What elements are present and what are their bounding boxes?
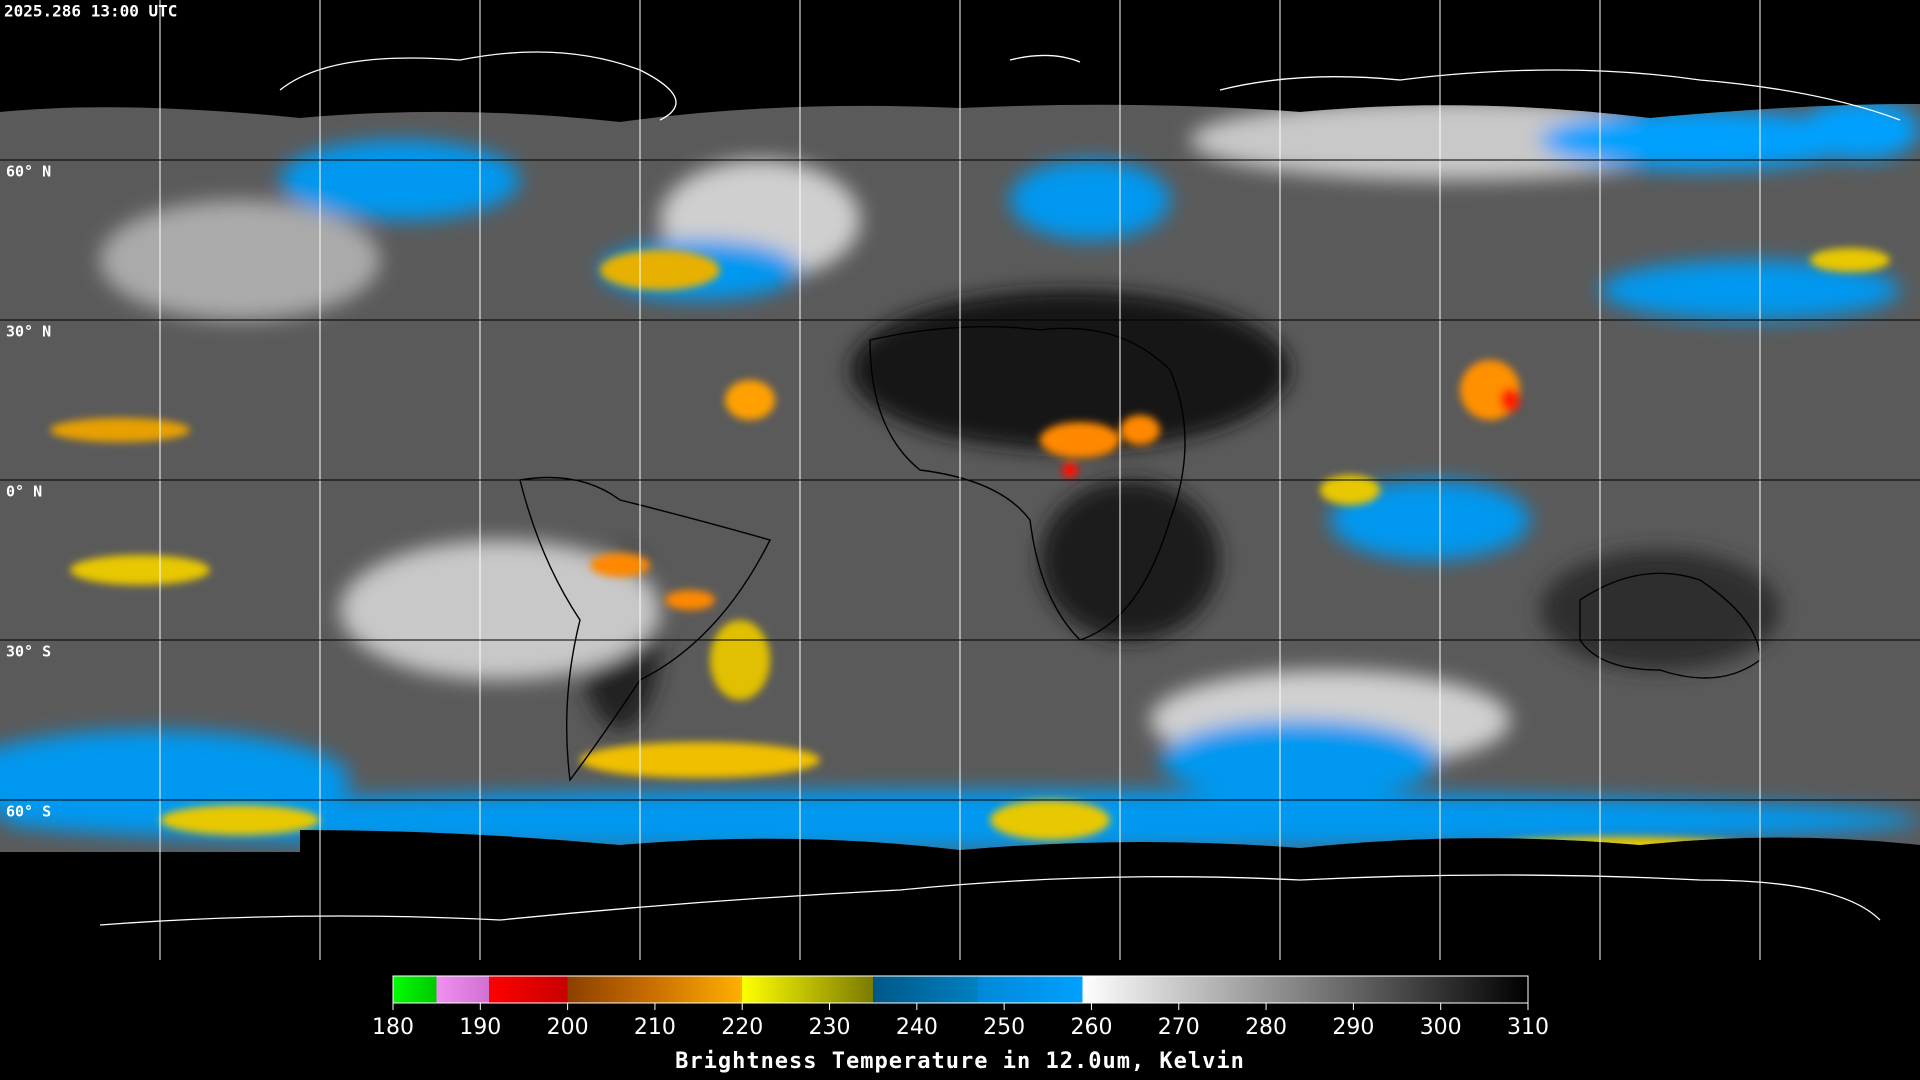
colorbar-tick-label: 210 — [634, 1015, 676, 1040]
colorbar-tick-label: 270 — [1158, 1015, 1200, 1040]
colorbar-title: Brightness Temperature in 12.0um, Kelvin — [675, 1049, 1245, 1074]
latitude-label: 60° N — [6, 163, 51, 181]
colorbar-tick-label: 230 — [809, 1015, 851, 1040]
colorbar-tick-label: 200 — [547, 1015, 589, 1040]
latitude-label: 30° S — [6, 643, 51, 661]
colorbar-tick-label: 290 — [1332, 1015, 1374, 1040]
colorbar-tick-label: 240 — [896, 1015, 938, 1040]
colorbar-tick-label: 180 — [372, 1015, 414, 1040]
graticule: 60° N 30° N 0° N 30° S 60° S — [0, 0, 1920, 960]
colorbar-tick-label: 260 — [1070, 1015, 1112, 1040]
colorbar-tick-label: 190 — [459, 1015, 501, 1040]
colorbar-tick-label: 300 — [1420, 1015, 1462, 1040]
latitude-label: 30° N — [6, 323, 51, 341]
colorbar-tick-label: 250 — [983, 1015, 1025, 1040]
latitude-label: 60° S — [6, 803, 51, 821]
colorbar-tick-label: 220 — [721, 1015, 763, 1040]
coastline — [99, 51, 1901, 926]
colorbar-tick-label: 280 — [1245, 1015, 1287, 1040]
timestamp: 2025.286 13:00 UTC — [4, 2, 177, 21]
latitude-label: 0° N — [6, 483, 42, 501]
colorbar-tick-label: 310 — [1507, 1015, 1549, 1040]
colorbar-ramp — [392, 975, 1529, 1004]
colorbar: Brightness Temperature in 12.0um, Kelvin… — [372, 975, 1549, 1074]
